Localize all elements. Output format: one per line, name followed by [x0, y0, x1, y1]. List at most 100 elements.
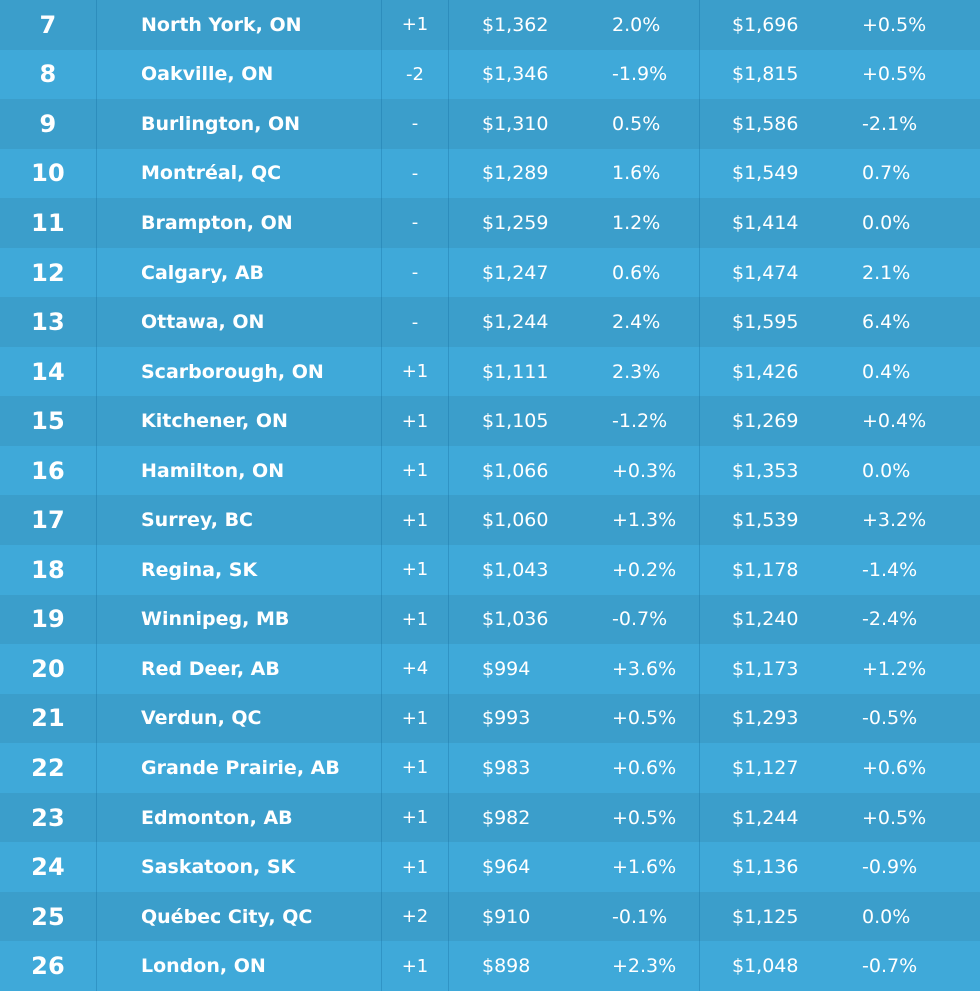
one-bedroom-rent-cell: $993	[482, 707, 531, 730]
city-cell: Scarborough, ON	[141, 360, 324, 383]
city-cell: Ottawa, ON	[141, 311, 265, 334]
city-cell: North York, ON	[141, 13, 302, 36]
two-bedroom-change-cell: +0.5%	[862, 806, 927, 829]
one-bedroom-rent-cell: $1,066	[482, 459, 549, 482]
two-bedroom-change-cell: -2.1%	[862, 112, 918, 135]
one-bedroom-rent-cell: $898	[482, 955, 531, 978]
city-cell: Regina, SK	[141, 558, 258, 581]
rank-change-cell: +1	[401, 559, 429, 581]
one-bedroom-rent-cell: $910	[482, 905, 531, 928]
column-divider-change	[448, 0, 449, 991]
city-cell: Verdun, QC	[141, 707, 262, 730]
rank-change-cell: -	[411, 162, 419, 184]
two-bedroom-rent-cell: $1,136	[732, 856, 799, 879]
one-bedroom-change-cell: -1.2%	[612, 410, 668, 433]
rank-cell: 22	[31, 753, 65, 782]
table-row: 26 London, ON +1 $898 +2.3% $1,048 -0.7%	[0, 941, 980, 991]
table-row: 18 Regina, SK +1 $1,043 +0.2% $1,178 -1.4%	[0, 545, 980, 595]
table-row: 7 North York, ON +1 $1,362 2.0% $1,696 +0.5%	[0, 0, 980, 50]
table-row: 10 Montréal, QC - $1,289 1.6% $1,549 0.7%	[0, 148, 980, 199]
two-bedroom-rent-cell: $1,173	[732, 657, 799, 680]
two-bedroom-rent-cell: $1,549	[732, 162, 799, 185]
two-bedroom-rent-cell: $1,125	[732, 905, 799, 928]
one-bedroom-rent-cell: $1,043	[482, 558, 549, 581]
city-cell: Red Deer, AB	[141, 657, 280, 680]
one-bedroom-rent-cell: $964	[482, 856, 531, 879]
two-bedroom-rent-cell: $1,414	[732, 211, 799, 234]
rank-change-cell: -	[411, 212, 419, 234]
one-bedroom-rent-cell: $1,310	[482, 112, 549, 135]
rank-cell: 13	[31, 308, 65, 337]
one-bedroom-change-cell: +0.2%	[612, 558, 677, 581]
table-row: 15 Kitchener, ON +1 $1,105 -1.2% $1,269 +0.4%	[0, 396, 980, 446]
one-bedroom-change-cell: +0.6%	[612, 756, 677, 779]
one-bedroom-rent-cell: $983	[482, 756, 531, 779]
rank-cell: 19	[31, 605, 65, 634]
city-cell: Grande Prairie, AB	[141, 756, 340, 779]
one-bedroom-change-cell: 2.4%	[612, 311, 661, 334]
one-bedroom-change-cell: 2.0%	[612, 13, 661, 36]
table-row: 25 Québec City, QC +2 $910 -0.1% $1,125 0.0%	[0, 891, 980, 942]
two-bedroom-rent-cell: $1,595	[732, 311, 799, 334]
rank-cell: 26	[31, 952, 65, 981]
one-bedroom-rent-cell: $1,111	[482, 360, 549, 383]
one-bedroom-change-cell: +3.6%	[612, 657, 677, 680]
rank-change-cell: -	[411, 262, 419, 283]
one-bedroom-change-cell: 1.2%	[612, 211, 661, 234]
rank-change-cell: +1	[401, 361, 429, 383]
table-row: 23 Edmonton, AB +1 $982 +0.5% $1,244 +0.5%	[0, 792, 980, 843]
one-bedroom-change-cell: +1.6%	[612, 856, 677, 879]
one-bedroom-change-cell: +0.5%	[612, 707, 677, 730]
city-cell: Québec City, QC	[141, 905, 313, 928]
one-bedroom-rent-cell: $1,036	[482, 608, 549, 631]
table-row: 24 Saskatoon, SK +1 $964 +1.6% $1,136 -0.9%	[0, 842, 980, 892]
city-cell: Montréal, QC	[141, 162, 282, 185]
two-bedroom-rent-cell: $1,240	[732, 608, 799, 631]
two-bedroom-change-cell: 0.0%	[862, 211, 911, 234]
one-bedroom-change-cell: 0.5%	[612, 112, 661, 135]
rank-change-cell: +1	[401, 707, 429, 729]
rank-cell: 20	[31, 654, 65, 683]
two-bedroom-change-cell: +0.6%	[862, 756, 927, 779]
rank-cell: 7	[39, 10, 57, 39]
rank-change-cell: -	[411, 311, 419, 333]
one-bedroom-rent-cell: $1,247	[482, 261, 549, 284]
two-bedroom-change-cell: +1.2%	[862, 657, 927, 680]
rank-change-cell: +2	[401, 906, 429, 928]
table-row: 19 Winnipeg, MB +1 $1,036 -0.7% $1,240 -2.4%	[0, 594, 980, 645]
city-cell: Surrey, BC	[141, 509, 254, 532]
city-cell: Oakville, ON	[141, 63, 274, 86]
table-row: 22 Grande Prairie, AB +1 $983 +0.6% $1,127 +0.…	[0, 743, 980, 793]
table-row: 13 Ottawa, ON - $1,244 2.4% $1,595 6.4%	[0, 297, 980, 347]
two-bedroom-change-cell: 6.4%	[862, 311, 911, 334]
rank-change-cell: -2	[406, 63, 424, 85]
rank-cell: 14	[31, 357, 65, 386]
two-bedroom-rent-cell: $1,586	[732, 112, 799, 135]
two-bedroom-rent-cell: $1,815	[732, 63, 799, 86]
column-divider-one-bedroom	[699, 0, 700, 991]
one-bedroom-change-cell: +2.3%	[612, 955, 677, 978]
table-row: 9 Burlington, ON - $1,310 0.5% $1,586 -2.1%	[0, 99, 980, 149]
one-bedroom-change-cell: -0.1%	[612, 905, 668, 928]
city-cell: London, ON	[141, 955, 266, 978]
two-bedroom-change-cell: -2.4%	[862, 608, 918, 631]
one-bedroom-change-cell: +0.3%	[612, 459, 677, 482]
rank-cell: 11	[31, 208, 65, 237]
one-bedroom-change-cell: 0.6%	[612, 261, 661, 284]
two-bedroom-rent-cell: $1,127	[732, 756, 799, 779]
rank-cell: 21	[31, 704, 65, 733]
rank-cell: 23	[31, 803, 65, 832]
city-cell: Calgary, AB	[141, 261, 264, 284]
table-row: 16 Hamilton, ON +1 $1,066 +0.3% $1,353 0.0%	[0, 445, 980, 496]
two-bedroom-change-cell: 0.0%	[862, 905, 911, 928]
table-row: 11 Brampton, ON - $1,259 1.2% $1,414 0.0%	[0, 198, 980, 248]
two-bedroom-rent-cell: $1,426	[732, 360, 799, 383]
city-cell: Kitchener, ON	[141, 410, 288, 433]
one-bedroom-rent-cell: $1,346	[482, 63, 549, 86]
two-bedroom-change-cell: -1.4%	[862, 558, 918, 581]
one-bedroom-rent-cell: $1,244	[482, 311, 549, 334]
rank-change-cell: +1	[401, 757, 429, 779]
rank-cell: 16	[31, 456, 65, 485]
two-bedroom-change-cell: +0.5%	[862, 13, 927, 36]
one-bedroom-rent-cell: $1,060	[482, 509, 549, 532]
